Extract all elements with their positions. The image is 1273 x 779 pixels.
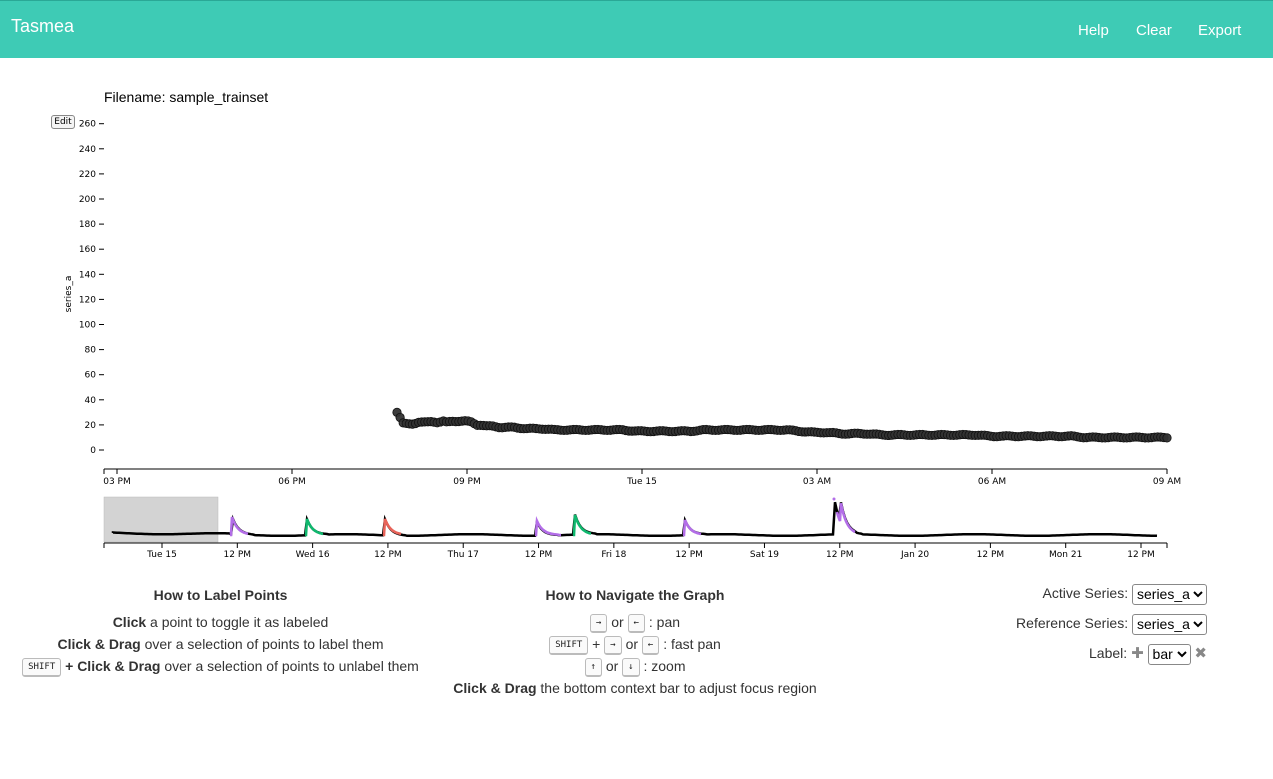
active-series-label: Active Series:: [1042, 585, 1129, 601]
context-tick-label: Jan 20: [900, 550, 929, 560]
up-arrow-key: ↑: [584, 657, 602, 677]
left-arrow-key: ←: [627, 613, 646, 633]
label-help-line3: SHIFT + Click & Drag over a selection of…: [14, 655, 427, 677]
y-tick-label: 120: [79, 295, 96, 305]
label-help: How to Label Points Click a point to tog…: [14, 584, 427, 677]
y-tick-label: 40: [85, 396, 97, 406]
right-arrow-key: →: [604, 635, 622, 655]
label-select[interactable]: bar: [1147, 643, 1191, 665]
context-tick-label: 12 PM: [977, 550, 1005, 560]
y-tick-label: 240: [79, 145, 96, 155]
labeled-segment: [835, 502, 856, 534]
right-arrow-key: →: [589, 613, 608, 633]
brand-logo[interactable]: Tasmea: [11, 16, 75, 36]
context-tick-label: 12 PM: [224, 550, 252, 560]
y-tick-label: 160: [79, 245, 96, 255]
y-axis-label: series_a: [64, 276, 74, 313]
export-link[interactable]: Export: [1198, 22, 1242, 39]
y-tick-label: 0: [90, 446, 96, 456]
context-tick-label: 12 PM: [525, 550, 553, 560]
x-tick-label: 03 AM: [803, 477, 831, 487]
filename-label: Filename:: [104, 89, 166, 105]
delete-label-icon[interactable]: ✖: [1194, 645, 1207, 663]
context-tick-label: Thu 17: [447, 550, 479, 560]
context-tick-label: 12 PM: [826, 550, 854, 560]
labeled-segment: [382, 518, 402, 537]
navbar: Tasmea Help Clear Export: [0, 0, 1273, 58]
nav-help: How to Navigate the Graph → or ← : pan S…: [435, 584, 835, 699]
x-tick-label: 09 PM: [453, 477, 481, 487]
focus-points[interactable]: [392, 407, 1172, 443]
label-label: Label:: [1089, 645, 1128, 661]
labeled-segment: [229, 516, 249, 537]
active-series-select[interactable]: series_a: [1132, 583, 1207, 605]
y-tick-label: 100: [79, 321, 96, 331]
context-tick-label: Mon 21: [1049, 550, 1082, 560]
edit-button[interactable]: Edit: [51, 115, 75, 129]
context-line: [111, 501, 1158, 538]
active-series-row: Active Series: series_a: [1042, 582, 1207, 605]
y-tick-label: 180: [79, 220, 96, 230]
context-tick-label: Sat 19: [750, 550, 779, 560]
filename: Filename: sample_trainset: [104, 89, 268, 105]
y-tick-label: 20: [85, 421, 97, 431]
context-tick-label: 12 PM: [374, 550, 402, 560]
labeled-point: [832, 497, 836, 501]
context-tick-label: 12 PM: [1127, 550, 1155, 560]
labeled-segment: [682, 519, 702, 537]
label-help-line2: Click & Drag over a selection of points …: [57, 636, 384, 652]
shift-key: SHIFT: [549, 635, 589, 655]
shift-key: SHIFT: [22, 657, 62, 677]
add-label-icon[interactable]: ✚: [1131, 645, 1144, 663]
reference-series-label: Reference Series:: [1016, 615, 1129, 631]
data-point: [1162, 433, 1172, 443]
y-tick-label: 140: [79, 270, 96, 280]
nav-help-context: Click & Drag the bottom context bar to a…: [453, 680, 817, 696]
nav-help-zoom: ↑ or ↓ : zoom: [435, 655, 835, 677]
y-tick-label: 260: [79, 120, 96, 130]
y-tick-label: 200: [79, 195, 96, 205]
y-tick-label: 60: [85, 371, 97, 381]
filename-value: sample_trainset: [169, 89, 269, 105]
context-tick-label: 12 PM: [675, 550, 703, 560]
y-tick-label: 80: [85, 346, 97, 356]
focus-axes: 260240220200180160140120100806040200seri…: [64, 120, 1181, 487]
context-tick-label: Tue 15: [146, 550, 177, 560]
x-tick-label: 09 AM: [1153, 477, 1181, 487]
label-help-title: How to Label Points: [153, 587, 288, 603]
nav-help-pan: → or ← : pan: [435, 611, 835, 633]
reference-series-row: Reference Series: series_a: [1016, 612, 1207, 635]
x-tick-label: 06 AM: [978, 477, 1006, 487]
y-tick-label: 220: [79, 170, 96, 180]
clear-link[interactable]: Clear: [1136, 22, 1172, 39]
left-arrow-key: ←: [641, 635, 660, 655]
label-row: Label: ✚ bar ✖: [1089, 642, 1207, 665]
labeled-segment: [572, 514, 592, 537]
reference-series-select[interactable]: series_a: [1132, 613, 1207, 635]
context-tick-label: Fri 18: [601, 550, 626, 560]
main-chart[interactable]: 260240220200180160140120100806040200seri…: [0, 0, 1273, 570]
x-tick-label: Tue 15: [626, 477, 657, 487]
help-link[interactable]: Help: [1078, 22, 1109, 39]
labeled-segment: [304, 518, 324, 537]
x-tick-label: 06 PM: [278, 477, 306, 487]
label-help-line1: Click a point to toggle it as labeled: [112, 614, 329, 630]
x-tick-label: 03 PM: [103, 477, 131, 487]
down-arrow-key: ↓: [622, 657, 640, 677]
labeled-segment: [542, 528, 561, 537]
context-bar[interactable]: Tue 15 12 PM Wed 16 12 PM Thu 17 12 PM Fri 18 1…: [103, 496, 1168, 560]
nav-help-title: How to Navigate the Graph: [545, 587, 725, 603]
context-tick-label: Wed 16: [296, 550, 330, 560]
nav-help-fast-pan: SHIFT + → or ← : fast pan: [435, 633, 835, 655]
